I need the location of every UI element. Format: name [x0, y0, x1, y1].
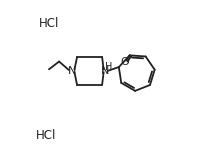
Text: HCl: HCl [36, 129, 56, 142]
Text: O: O [120, 57, 129, 67]
Text: N: N [100, 66, 109, 76]
Text: HCl: HCl [39, 17, 59, 30]
Text: N: N [67, 66, 76, 76]
Text: H: H [105, 62, 112, 73]
